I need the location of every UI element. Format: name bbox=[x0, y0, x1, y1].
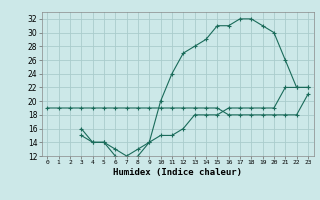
X-axis label: Humidex (Indice chaleur): Humidex (Indice chaleur) bbox=[113, 168, 242, 177]
